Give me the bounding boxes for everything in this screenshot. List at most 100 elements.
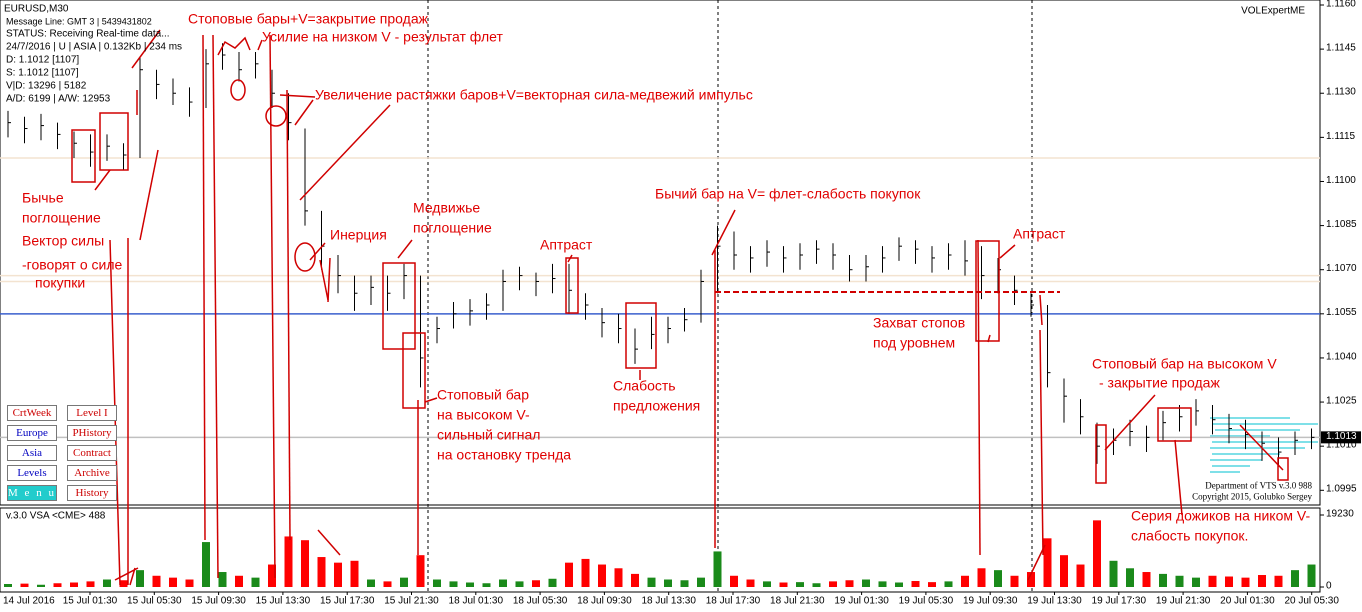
volume-bar — [202, 542, 210, 587]
annotation: Стоповые бары+V=закрытие продаж — [188, 10, 429, 26]
volume-bar — [20, 583, 29, 587]
annotation: на высоком V- — [437, 406, 530, 422]
panel-button[interactable]: Level I — [67, 405, 117, 421]
annotation: Увеличение растяжки баров+V=векторная си… — [315, 86, 753, 102]
x-tick-label: 15 Jul 17:30 — [320, 595, 375, 606]
annotation: Аптраст — [1013, 225, 1066, 241]
x-tick-label: 18 Jul 21:30 — [770, 595, 825, 606]
panel-button[interactable]: Archive — [67, 465, 117, 481]
annotation: поглощение — [413, 219, 492, 235]
y-tick-label: 1.1010 — [1326, 440, 1357, 451]
volume-tick-label: 19230 — [1326, 508, 1354, 519]
volume-bar — [713, 551, 722, 587]
volume-bar — [1060, 555, 1068, 587]
volume-bar — [70, 582, 78, 587]
annotation: Усилие на низком V - результат флет — [262, 28, 504, 44]
annotation: под уровнем — [873, 334, 955, 350]
volume-bar — [779, 582, 788, 587]
volume-bar — [350, 560, 359, 587]
x-tick-label: 19 Jul 17:30 — [1092, 595, 1147, 606]
volume-bar — [1076, 564, 1085, 587]
y-tick-label: 1.1115 — [1326, 131, 1356, 142]
annotation: Бычье — [22, 189, 64, 205]
info-line: Message Line: GMT 3 | 5439431802 — [6, 16, 152, 26]
volume-bar — [944, 581, 953, 587]
annotation: на остановку тренда — [437, 446, 571, 462]
x-tick-label: 18 Jul 05:30 — [513, 595, 568, 606]
volume-bar — [37, 584, 45, 587]
panel-button[interactable]: M e n u — [7, 485, 57, 501]
x-tick-label: 15 Jul 21:30 — [384, 595, 439, 606]
panel-button[interactable]: History — [67, 485, 117, 501]
panel-button[interactable]: Asia — [7, 445, 57, 461]
volume-bar — [235, 575, 243, 587]
y-tick-label: 1.1160 — [1326, 0, 1356, 9]
annotation: Стоповый бар на высоком V — [1092, 355, 1277, 371]
x-tick-label: 18 Jul 09:30 — [577, 595, 632, 606]
x-tick-label: 15 Jul 05:30 — [127, 595, 182, 606]
panel-button[interactable]: Contract — [67, 445, 117, 461]
current-price-label: 1.1013 — [1326, 431, 1357, 442]
annotation: предложения — [613, 397, 700, 413]
volume-bar — [367, 579, 375, 587]
panel-button[interactable]: Levels — [7, 465, 57, 481]
volume-bar — [449, 581, 458, 587]
annotation: Серия дожиков на ником V- — [1131, 507, 1310, 523]
volume-bar — [977, 568, 986, 587]
info-line: D: 1.1012 [1107] — [6, 54, 79, 65]
volume-bar — [581, 558, 590, 587]
volume-bar — [416, 555, 425, 587]
price-panel — [0, 0, 1321, 506]
y-tick-label: 1.1130 — [1326, 87, 1356, 98]
volume-bar — [1307, 564, 1316, 587]
volume-bar — [185, 579, 194, 587]
volume-bar — [284, 536, 293, 587]
y-tick-label: 1.1070 — [1326, 263, 1357, 274]
annotation: Инерция — [330, 226, 387, 242]
annotation: Вектор силы — [22, 232, 104, 248]
volume-bar — [1291, 570, 1299, 587]
panel-button[interactable]: Europe — [7, 425, 57, 441]
footer: Department of VTS v.3.0 988 — [1205, 480, 1312, 490]
volume-bar — [1159, 573, 1167, 587]
volume-bar — [829, 581, 837, 587]
x-tick-label: 19 Jul 05:30 — [899, 595, 954, 606]
annotation: Бычий бар на V= флет-слабость покупок — [655, 185, 921, 201]
annotation: слабость покупок. — [1131, 527, 1248, 543]
volume-bar — [680, 580, 689, 587]
x-tick-label: 18 Jul 01:30 — [449, 595, 504, 606]
y-tick-label: 1.1085 — [1326, 219, 1357, 230]
volume-bar — [1192, 577, 1200, 587]
volume-bar — [4, 584, 12, 587]
volume-bar — [515, 581, 524, 587]
info-line: V|D: 13296 | 5182 — [6, 80, 87, 91]
volume-bar — [169, 577, 177, 587]
volume-bar — [103, 579, 111, 587]
y-tick-label: 1.1100 — [1326, 175, 1356, 186]
volume-bar — [614, 568, 623, 587]
annotation: поглощение — [22, 209, 101, 225]
annotation: Слабость — [613, 377, 676, 393]
volume-bar — [251, 577, 260, 587]
symbol: EURUSD,M30 — [4, 3, 69, 14]
annotation: Аптраст — [540, 236, 593, 252]
annotation: Стоповый бар — [437, 386, 529, 402]
volume-bar — [598, 564, 606, 587]
panel-button[interactable]: PHistory — [67, 425, 117, 441]
volume-bar — [482, 583, 491, 587]
volume-bar — [1027, 572, 1035, 587]
volume-bar — [1093, 520, 1101, 587]
volume-panel — [0, 507, 1321, 593]
day-separators — [427, 0, 1033, 592]
x-tick-label: 20 Jul 05:30 — [1284, 595, 1339, 606]
volume-bar — [697, 577, 705, 587]
panel-button[interactable]: CrtWeek — [7, 405, 57, 421]
volume-bar — [499, 579, 507, 587]
x-tick-label: 14 Jul 2016 — [3, 595, 55, 606]
volume-bar — [301, 540, 309, 587]
annotation: - закрытие продаж — [1099, 374, 1220, 390]
volume-bar — [631, 573, 639, 587]
volume-bar — [334, 562, 342, 587]
brand: VOLExpertME — [1241, 5, 1305, 16]
volume-bar — [1241, 577, 1250, 587]
